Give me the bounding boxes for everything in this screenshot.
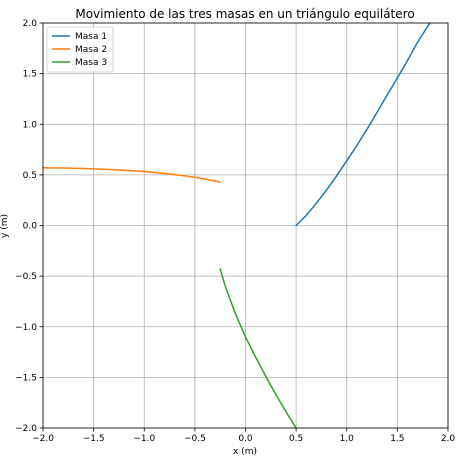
x-tick-label: −0.5 [184, 434, 206, 444]
series-line-masa-2 [42, 167, 221, 183]
x-tick-label: −2.0 [32, 434, 54, 444]
legend-box [46, 26, 114, 73]
y-tick-label: 1.0 [23, 120, 38, 130]
y-tick-label: 1.5 [23, 70, 37, 80]
y-tick-label: −2.0 [15, 424, 37, 434]
series-line-masa-1 [295, 22, 431, 227]
y-tick-label: 0.0 [23, 222, 38, 232]
x-tick-label: −1.5 [83, 434, 105, 444]
y-axis: −2.0 −1.5 −1.0 −0.5 0.0 0.5 1.0 1.5 2.0 [15, 19, 43, 434]
x-tick-label: 0.0 [238, 434, 253, 444]
y-tick-label: 2.0 [23, 19, 38, 29]
y-tick-label: −1.5 [15, 373, 37, 383]
y-axis-label: y (m) [0, 214, 10, 238]
series-line-masa-3 [219, 268, 297, 429]
legend-label: Masa 3 [75, 58, 107, 68]
grid [42, 22, 449, 429]
legend-label: Masa 1 [75, 32, 107, 42]
legend-label: Masa 2 [75, 45, 107, 55]
x-tick-label: 1.5 [390, 434, 404, 444]
legend: Masa 1 Masa 2 Masa 3 [46, 26, 114, 73]
x-tick-label: 1.0 [340, 434, 355, 444]
series-layer [42, 22, 431, 429]
y-tick-label: −1.0 [15, 323, 37, 333]
y-tick-label: −0.5 [15, 272, 37, 282]
y-tick-label: 0.5 [23, 171, 37, 181]
x-tick-label: −1.0 [133, 434, 155, 444]
x-axis: −2.0 −1.5 −1.0 −0.5 0.0 0.5 1.0 1.5 2.0 [32, 428, 455, 444]
x-tick-label: 0.5 [289, 434, 303, 444]
x-tick-label: 2.0 [441, 434, 456, 444]
x-axis-label: x (m) [233, 447, 257, 456]
chart-title: Movimiento de las tres masas en un trián… [75, 7, 414, 21]
